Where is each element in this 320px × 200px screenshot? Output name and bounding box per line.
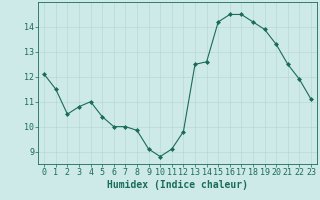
X-axis label: Humidex (Indice chaleur): Humidex (Indice chaleur) xyxy=(107,180,248,190)
